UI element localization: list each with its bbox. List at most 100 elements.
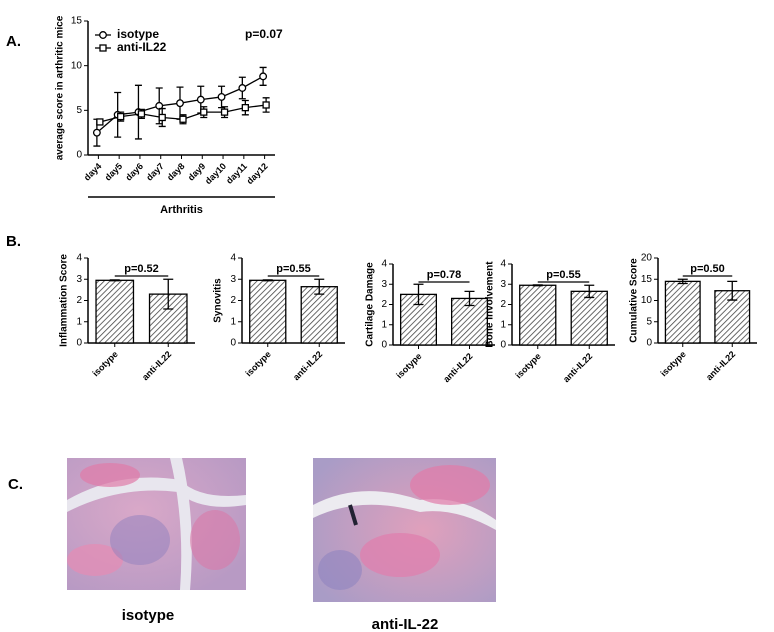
annotation: p=0.55 <box>276 263 311 275</box>
x-tick-label: isotype <box>90 349 119 378</box>
panel-label: A. <box>6 33 21 50</box>
x-tick-label: anti-IL22 <box>140 349 173 382</box>
y-tick-label: 1 <box>76 316 82 327</box>
x-tick-label: day8 <box>165 161 187 183</box>
x-tick-label: day11 <box>224 161 249 186</box>
x-tick-label: isotype <box>513 351 542 380</box>
annotation: p=0.07 <box>245 27 283 41</box>
y-tick-label: 20 <box>641 253 653 264</box>
marker <box>92 128 101 137</box>
marker <box>241 104 249 112</box>
panel-label: C. <box>8 476 23 493</box>
error-bar <box>677 278 688 285</box>
y-tick-label: 0 <box>381 340 387 351</box>
y-tick-label: 4 <box>381 259 387 270</box>
x-tick-label: isotype <box>243 349 272 378</box>
x-tick-label: anti-IL22 <box>704 349 737 382</box>
legend-marker <box>99 31 107 39</box>
marker <box>96 118 104 126</box>
marker <box>196 95 205 104</box>
y-tick-label: 4 <box>500 259 506 270</box>
y-tick-label: 5 <box>76 105 82 116</box>
x-tick-label: day4 <box>82 161 104 183</box>
x-tick-label: isotype <box>394 351 423 380</box>
y-tick-label: 3 <box>230 274 236 285</box>
y-tick-label: 4 <box>76 253 82 264</box>
x-tick-label: day12 <box>245 161 270 186</box>
y-tick-label: 3 <box>381 279 387 290</box>
bar <box>300 286 338 344</box>
y-tick-label: 2 <box>76 295 82 306</box>
x-tick-label: anti-IL22 <box>441 351 474 384</box>
marker <box>262 101 270 109</box>
x-tick-label: anti-IL22 <box>291 349 324 382</box>
error-bar <box>727 280 738 301</box>
annotation: p=0.55 <box>546 269 581 281</box>
y-tick-label: 1 <box>230 316 236 327</box>
legend-label: isotype <box>117 27 159 41</box>
y-tick-label: 0 <box>500 340 506 351</box>
y-tick-label: 3 <box>500 279 506 290</box>
bar <box>570 290 608 346</box>
y-tick-label: 1 <box>500 319 506 330</box>
bar <box>664 280 701 344</box>
y-tick-label: 2 <box>230 295 236 306</box>
bar <box>450 297 488 346</box>
y-axis-label: average score in arthritic mice <box>55 15 66 160</box>
marker <box>259 72 268 81</box>
image-caption: isotype <box>122 607 175 624</box>
marker <box>238 84 247 92</box>
x-tick-label: isotype <box>658 349 687 378</box>
y-tick-label: 15 <box>71 16 83 27</box>
y-tick-label: 0 <box>76 150 82 161</box>
marker <box>200 108 208 116</box>
error-bar <box>464 290 475 307</box>
histology-image <box>67 458 246 590</box>
y-tick-label: 0 <box>646 338 652 349</box>
annotation: p=0.50 <box>690 263 725 275</box>
legend-marker <box>99 44 107 52</box>
y-axis-label: Cumulative Score <box>629 258 640 343</box>
x-tick-label: day5 <box>103 161 125 183</box>
annotation: p=0.78 <box>427 269 462 281</box>
error-bar <box>584 284 595 299</box>
legend-label: anti-IL22 <box>117 40 167 54</box>
x-tick-label: day7 <box>144 161 166 183</box>
y-tick-label: 0 <box>230 338 236 349</box>
y-tick-label: 1 <box>381 319 387 330</box>
y-tick-label: 0 <box>76 338 82 349</box>
bar <box>95 279 135 344</box>
y-tick-label: 2 <box>500 299 506 310</box>
image-caption: anti-IL-22 <box>372 616 439 632</box>
y-tick-label: 10 <box>71 60 83 71</box>
y-tick-label: 4 <box>230 253 236 264</box>
error-bar <box>314 278 325 295</box>
x-tick-label: anti-IL22 <box>561 351 594 384</box>
x-axis-label: Arthritis <box>160 204 203 216</box>
y-tick-label: 15 <box>641 274 653 285</box>
histology-image <box>313 458 496 602</box>
annotation: p=0.52 <box>124 263 159 275</box>
y-tick-label: 5 <box>646 316 652 327</box>
error-bar <box>262 279 273 282</box>
marker <box>217 92 226 101</box>
y-axis-label: Inflammation Score <box>59 254 70 347</box>
marker <box>179 115 187 123</box>
marker <box>137 110 146 118</box>
error-bar <box>532 284 543 287</box>
marker <box>220 108 229 116</box>
marker <box>158 113 166 122</box>
error-bar <box>413 283 424 306</box>
y-tick-label: 3 <box>76 274 82 285</box>
y-axis-label: Cartilage Damage <box>365 262 376 347</box>
y-tick-label: 10 <box>641 295 653 306</box>
panel-label: B. <box>6 233 21 250</box>
marker <box>117 112 125 121</box>
marker <box>176 99 184 108</box>
x-tick-label: day10 <box>203 161 228 186</box>
bar <box>249 279 287 344</box>
y-axis-label: Synovitis <box>213 278 224 323</box>
bar <box>519 284 557 346</box>
x-tick-label: day6 <box>123 161 145 183</box>
